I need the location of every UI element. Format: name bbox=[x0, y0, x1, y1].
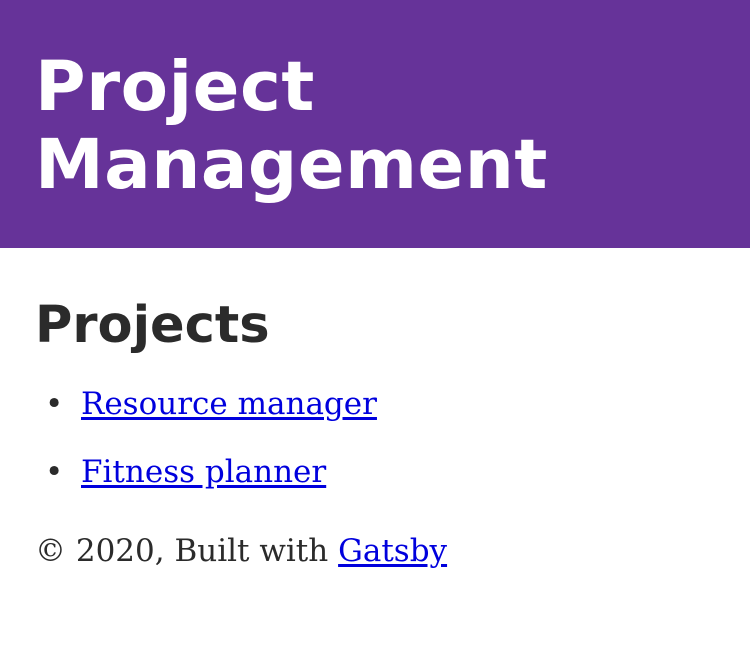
project-link-resource-manager[interactable]: Resource manager bbox=[81, 386, 377, 422]
gatsby-link[interactable]: Gatsby bbox=[338, 533, 448, 569]
site-footer: © 2020, Built with Gatsby bbox=[35, 531, 715, 571]
footer-text: © 2020, Built with bbox=[35, 533, 339, 569]
project-link-fitness-planner[interactable]: Fitness planner bbox=[81, 454, 327, 490]
projects-heading: Projects bbox=[35, 296, 270, 355]
main-content: Projects • Resource manager • Fitness pl… bbox=[0, 248, 750, 571]
site-title[interactable]: Project Management bbox=[35, 48, 715, 204]
site-title-text[interactable]: Project Management bbox=[35, 47, 548, 205]
bullet-icon: • bbox=[45, 386, 64, 422]
list-item: • Fitness planner bbox=[35, 452, 715, 492]
site-header: Project Management bbox=[0, 0, 750, 248]
project-list: • Resource manager • Fitness planner bbox=[35, 384, 715, 492]
bullet-icon: • bbox=[45, 454, 64, 490]
list-item: • Resource manager bbox=[35, 384, 715, 424]
